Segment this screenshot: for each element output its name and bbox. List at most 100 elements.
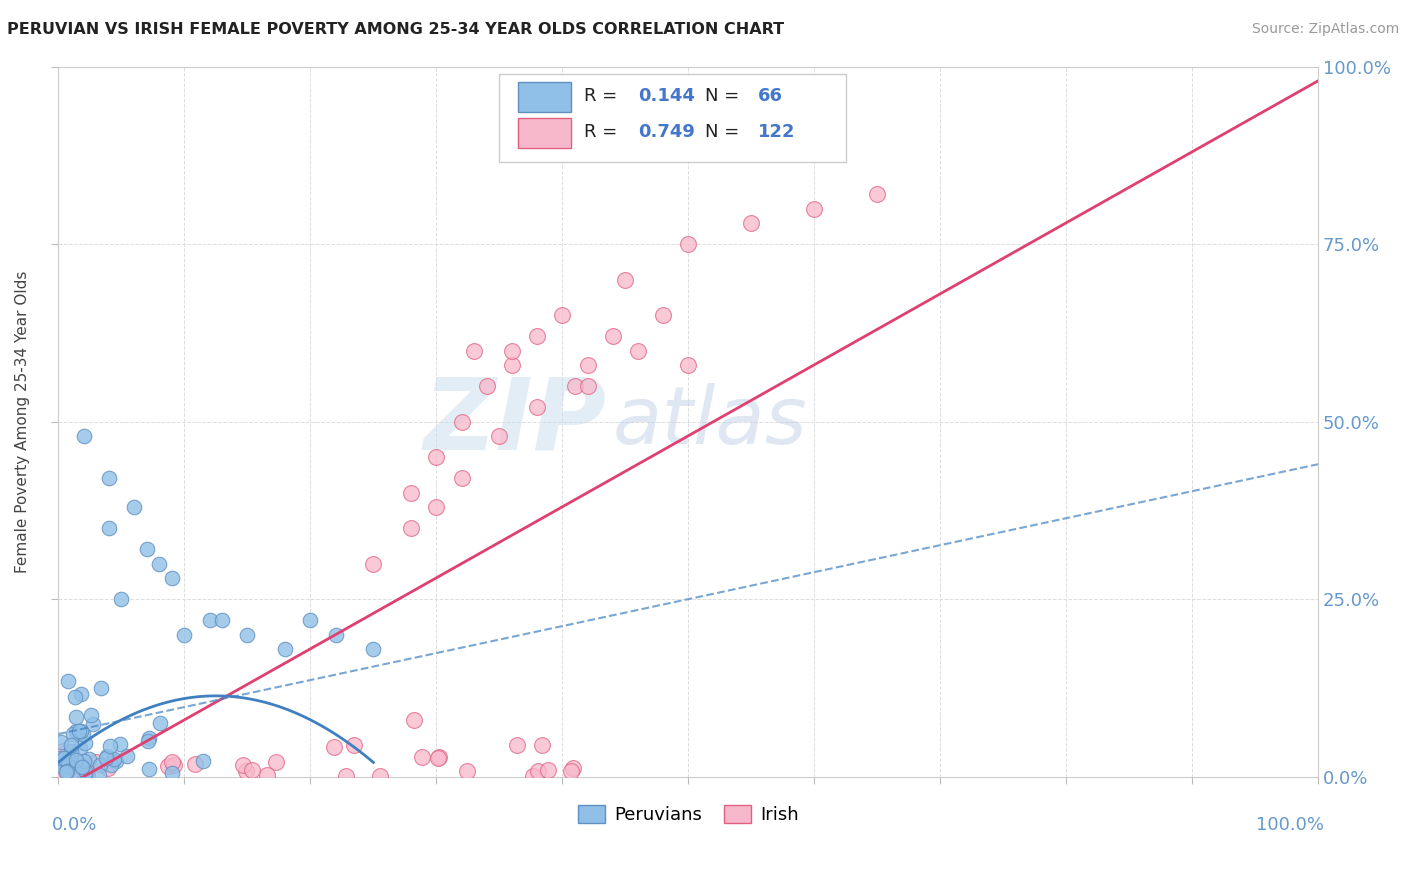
Point	[803, 202, 825, 216]
Point	[65, 724, 87, 739]
Point	[740, 216, 762, 230]
Point	[53, 766, 76, 780]
Point	[627, 343, 650, 358]
Point	[368, 769, 391, 783]
Point	[122, 500, 145, 514]
Point	[402, 713, 425, 727]
Point	[49, 769, 72, 783]
Point	[198, 614, 221, 628]
Point	[70, 687, 93, 701]
Point	[48, 749, 70, 764]
Point	[450, 471, 472, 485]
Point	[76, 769, 98, 783]
Text: ZIP: ZIP	[423, 373, 606, 470]
Point	[89, 758, 111, 772]
Point	[163, 758, 186, 772]
Point	[48, 762, 70, 776]
Text: N =: N =	[704, 123, 745, 141]
Point	[51, 768, 73, 782]
Point	[522, 769, 544, 783]
Point	[49, 766, 72, 780]
Point	[56, 761, 79, 775]
Point	[63, 764, 86, 779]
Point	[576, 358, 599, 372]
Point	[72, 759, 94, 773]
Legend: Peruvians, Irish: Peruvians, Irish	[571, 797, 806, 831]
Point	[63, 764, 86, 779]
Point	[56, 760, 79, 774]
Point	[60, 758, 83, 772]
Point	[97, 762, 120, 776]
Point	[63, 769, 86, 783]
Point	[322, 739, 344, 754]
Point	[149, 716, 172, 731]
Point	[49, 769, 72, 783]
Point	[602, 329, 624, 343]
Point	[58, 764, 80, 778]
Point	[148, 557, 170, 571]
Point	[100, 757, 122, 772]
Point	[65, 755, 87, 769]
Point	[72, 768, 94, 782]
Point	[325, 627, 347, 641]
Point	[62, 758, 84, 772]
Point	[399, 521, 422, 535]
Text: Source: ZipAtlas.com: Source: ZipAtlas.com	[1251, 22, 1399, 37]
Point	[67, 768, 90, 782]
Point	[76, 770, 98, 784]
Point	[52, 768, 75, 782]
Point	[614, 272, 637, 286]
Point	[427, 749, 450, 764]
Point	[160, 571, 183, 585]
Point	[90, 681, 112, 696]
Point	[72, 727, 94, 741]
Point	[49, 766, 72, 780]
Point	[69, 767, 91, 781]
Point	[561, 761, 583, 775]
Point	[48, 764, 70, 778]
Point	[96, 748, 118, 763]
Y-axis label: Female Poverty Among 25-34 Year Olds: Female Poverty Among 25-34 Year Olds	[15, 270, 30, 573]
Point	[138, 762, 160, 776]
Point	[53, 768, 76, 782]
Point	[48, 767, 70, 781]
Point	[49, 767, 72, 781]
Point	[55, 765, 77, 780]
Point	[49, 765, 72, 780]
Point	[79, 707, 101, 722]
Point	[76, 765, 98, 780]
Point	[67, 724, 90, 739]
Point	[63, 690, 86, 705]
Point	[96, 751, 118, 765]
Text: 0.0%: 0.0%	[52, 815, 97, 834]
Point	[266, 755, 288, 769]
Point	[55, 762, 77, 776]
Point	[173, 627, 195, 641]
Point	[51, 753, 73, 767]
Point	[232, 758, 254, 772]
FancyBboxPatch shape	[519, 82, 571, 112]
Point	[501, 343, 523, 358]
Point	[115, 748, 138, 763]
Point	[527, 764, 550, 778]
Point	[49, 769, 72, 783]
Point	[526, 401, 548, 415]
Point	[73, 755, 96, 769]
Point	[160, 765, 183, 780]
Point	[537, 764, 560, 778]
Text: R =: R =	[583, 123, 623, 141]
Point	[84, 756, 107, 770]
Point	[335, 769, 357, 783]
Point	[48, 751, 70, 765]
Point	[82, 717, 104, 731]
Point	[450, 415, 472, 429]
Point	[53, 768, 76, 782]
Point	[51, 754, 73, 768]
Point	[488, 429, 510, 443]
Point	[463, 343, 485, 358]
Text: 0.144: 0.144	[638, 87, 695, 105]
Point	[69, 741, 91, 756]
Point	[108, 737, 131, 751]
Point	[274, 641, 297, 656]
Point	[77, 752, 100, 766]
